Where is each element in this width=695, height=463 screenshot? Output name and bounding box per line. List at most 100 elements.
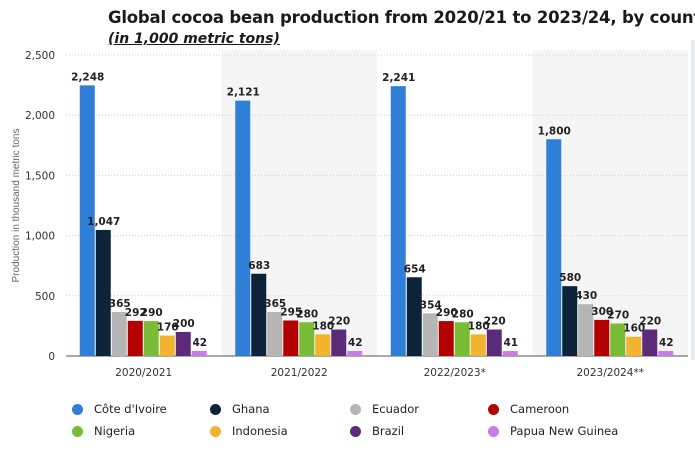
legend-item[interactable]: Cameroon — [488, 402, 569, 416]
y-axis-title: Production in thousand metric tons — [11, 129, 22, 283]
bar — [235, 100, 251, 357]
bar — [95, 229, 111, 356]
bar — [299, 322, 315, 356]
data-label: 683 — [248, 260, 270, 272]
x-tick-label: 2023/2024** — [577, 367, 644, 379]
legend-item[interactable]: Brazil — [350, 424, 404, 438]
bar-chart: 0 500 1,000 1,500 2,000 2,500 Production in th… — [11, 50, 688, 379]
legend-marker-icon — [350, 403, 361, 415]
x-tick-label: 2020/2021 — [115, 367, 172, 379]
bar — [594, 319, 610, 356]
legend-marker-icon — [72, 403, 83, 415]
legend-label: Nigeria — [94, 424, 136, 438]
legend-item[interactable]: Papua New Guinea — [488, 424, 618, 438]
bar — [143, 321, 159, 356]
data-label: 220 — [639, 316, 661, 328]
bar — [191, 350, 207, 356]
data-label: 160 — [623, 323, 645, 335]
data-label: 354 — [420, 299, 442, 311]
legend-label: Ecuador — [372, 402, 419, 416]
legend-item[interactable]: Nigeria — [72, 424, 135, 438]
data-label: 300 — [591, 306, 613, 318]
data-label: 280 — [452, 308, 474, 320]
data-label: 365 — [109, 298, 131, 310]
data-label: 1,047 — [87, 216, 120, 228]
y-tick-label: 2,500 — [25, 50, 55, 62]
y-tick-label: 1,500 — [25, 170, 55, 182]
legend-marker-icon — [210, 403, 221, 415]
data-label: 290 — [141, 307, 163, 319]
legend-label: Cameroon — [510, 402, 570, 416]
bar — [267, 312, 283, 356]
data-label: 292 — [125, 307, 147, 319]
data-label: 270 — [607, 309, 629, 321]
y-tick-label: 0 — [48, 351, 55, 363]
bar — [642, 329, 658, 356]
chart-title: Global cocoa bean production from 2020/2… — [108, 8, 695, 27]
data-label: 180 — [312, 320, 334, 332]
legend-marker-icon — [488, 403, 499, 415]
bar — [390, 86, 406, 357]
data-label: 200 — [173, 318, 195, 330]
legend-item[interactable]: Ecuador — [350, 402, 419, 416]
chart-subtitle: (in 1,000 metric tons) — [108, 31, 280, 47]
bar — [79, 85, 95, 357]
legend-item[interactable]: Ghana — [210, 402, 270, 416]
legend-label: Ghana — [232, 402, 270, 416]
legend-marker-icon — [72, 425, 83, 437]
bar — [438, 321, 454, 356]
bar — [502, 351, 518, 356]
bar — [175, 331, 191, 356]
data-label: 42 — [659, 337, 674, 349]
data-label: 180 — [468, 320, 490, 332]
y-tick-label: 2,000 — [25, 110, 55, 122]
data-label: 580 — [559, 272, 581, 284]
bar — [283, 320, 299, 356]
legend-marker-icon — [350, 425, 361, 437]
y-tick-label: 500 — [35, 291, 55, 303]
bar — [454, 322, 470, 356]
data-label: 42 — [348, 337, 363, 349]
data-label: 42 — [192, 337, 207, 349]
bar — [251, 273, 267, 356]
bar — [626, 336, 642, 356]
data-label: 220 — [484, 316, 506, 328]
legend-item[interactable]: Indonesia — [210, 424, 288, 438]
data-label: 2,121 — [227, 87, 260, 99]
data-label: 365 — [264, 298, 286, 310]
legend-marker-icon — [488, 425, 499, 437]
bar — [347, 350, 363, 356]
bar — [610, 323, 626, 356]
bar — [470, 334, 486, 356]
legend-label: Côte d'Ivoire — [94, 402, 167, 416]
bar — [406, 277, 422, 356]
bar — [127, 320, 143, 356]
bar — [331, 329, 347, 356]
y-tick-label: 1,000 — [25, 231, 55, 243]
data-label: 1,800 — [538, 125, 571, 137]
bar — [562, 286, 578, 356]
bar — [159, 335, 175, 356]
bar — [111, 312, 127, 356]
x-tick-label: 2022/2023* — [424, 367, 486, 379]
bar — [546, 139, 562, 356]
data-label: 295 — [280, 306, 302, 318]
data-label: 654 — [404, 263, 426, 275]
bar — [486, 329, 502, 356]
legend-label: Papua New Guinea — [510, 424, 619, 438]
data-label: 41 — [503, 337, 518, 349]
legend-label: Indonesia — [232, 424, 288, 438]
bar — [578, 304, 594, 356]
side-strip — [691, 40, 695, 360]
data-label: 170 — [157, 322, 179, 334]
bar — [658, 350, 674, 356]
bar — [315, 334, 331, 356]
data-label: 280 — [296, 308, 318, 320]
data-label: 220 — [328, 316, 350, 328]
legend-label: Brazil — [372, 424, 405, 438]
legend-marker-icon — [210, 425, 221, 437]
data-label: 290 — [436, 307, 458, 319]
legend-item[interactable]: Côte d'Ivoire — [72, 402, 167, 416]
data-label: 2,241 — [382, 72, 415, 84]
bar — [422, 313, 438, 356]
